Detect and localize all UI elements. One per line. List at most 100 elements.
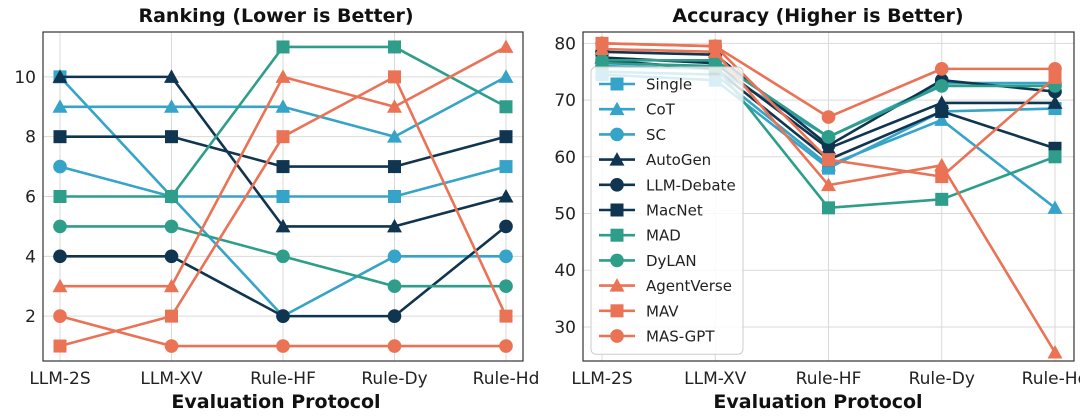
ranking-x-tick-label: Rule-Dy	[361, 369, 427, 389]
ranking-point-mad	[499, 100, 513, 114]
ranking-point-llm-debate	[164, 249, 179, 264]
ranking-point-sc	[499, 249, 513, 264]
ranking-point-agentverse	[52, 278, 68, 293]
ranking-point-single	[388, 190, 401, 203]
accuracy-point-dylan	[934, 79, 949, 93]
ranking-x-tick-label: LLM-XV	[140, 369, 203, 389]
ranking-point-mav	[53, 339, 67, 353]
legend-marker	[610, 329, 624, 343]
ranking-series-autogen	[52, 69, 514, 233]
accuracy-point-dylan	[595, 53, 609, 68]
accuracy-y-tick-label: 30	[554, 318, 576, 338]
ranking-point-autogen	[52, 69, 68, 83]
ranking-series-dylan	[53, 219, 513, 294]
legend-label: MAD	[646, 227, 681, 245]
accuracy-point-cot	[934, 112, 950, 126]
ranking-point-macnet	[53, 130, 67, 144]
ranking-y-tick-label: 6	[25, 188, 36, 208]
legend-label: DyLAN	[646, 252, 697, 270]
accuracy-point-agentverse	[821, 177, 836, 192]
ranking-point-cot	[164, 99, 179, 113]
ranking-chart: 2 4 6 8 10 LLM-2S LLM-XV Rule-HF Rule-Dy Rule-Hd R…	[14, 5, 539, 413]
ranking-point-macnet	[165, 130, 178, 144]
ranking-point-sc	[387, 249, 402, 264]
accuracy-point-mas-gpt	[1048, 62, 1062, 76]
ranking-point-llm-debate	[53, 249, 67, 264]
ranking-point-autogen	[164, 69, 179, 83]
ranking-point-cot	[52, 99, 68, 113]
ranking-point-single	[276, 190, 290, 203]
ranking-point-dylan	[53, 219, 67, 234]
accuracy-point-mad	[935, 192, 949, 206]
accuracy-x-tick-label: Rule-HF	[796, 369, 862, 389]
legend-marker	[609, 101, 625, 116]
accuracy-plot-frame	[582, 31, 1075, 362]
ranking-point-dylan	[499, 279, 513, 294]
accuracy-point-agentverse	[1047, 345, 1063, 359]
ranking-point-agentverse	[275, 69, 291, 83]
accuracy-point-mad	[822, 201, 835, 215]
ranking-series-cot	[52, 69, 514, 143]
accuracy-x-tick-label: Rule-Hd	[1022, 369, 1080, 389]
ranking-point-dylan	[387, 279, 402, 294]
accuracy-y-tick-label: 40	[554, 261, 576, 281]
legend-item-sc: SC	[599, 126, 666, 144]
legend-label: MAV	[646, 302, 679, 320]
accuracy-x-axis-label: Evaluation Protocol	[713, 391, 922, 413]
accuracy-point-mad	[1048, 150, 1062, 164]
ranking-y-tick-label: 10	[14, 68, 36, 88]
legend-label: MAS-GPT	[646, 328, 715, 346]
ranking-point-macnet	[276, 160, 290, 174]
ranking-point-macnet	[499, 130, 513, 144]
accuracy-chart: 30 40 50 60 70 80 LLM-2S LLM-XV Rule-HF Rule-Dy Ru…	[554, 5, 1080, 413]
ranking-series-mav	[53, 70, 513, 353]
ranking-point-mas-gpt	[53, 309, 67, 323]
ranking-point-macnet	[388, 160, 401, 174]
ranking-point-mav	[499, 309, 513, 323]
legend-marker	[610, 203, 624, 217]
accuracy-y-tick-label: 50	[554, 205, 576, 225]
legend-label: LLM-Debate	[646, 176, 736, 194]
ranking-point-sc	[53, 159, 67, 174]
ranking-point-mad	[53, 190, 67, 203]
ranking-point-mav	[388, 70, 401, 84]
legend-item-llm-debate: LLM-Debate	[599, 176, 736, 194]
legend-item-mas-gpt: MAS-GPT	[599, 328, 715, 346]
ranking-point-dylan	[276, 249, 290, 264]
accuracy-point-mas-gpt	[595, 36, 609, 51]
legend-label: Single	[646, 76, 692, 94]
legend-marker	[610, 253, 624, 268]
accuracy-point-cot	[1047, 200, 1063, 214]
legend-marker	[610, 228, 624, 242]
ranking-point-autogen	[275, 218, 291, 233]
legend-marker	[609, 152, 625, 166]
legend-marker	[609, 278, 625, 292]
ranking-point-mas-gpt	[164, 339, 179, 353]
ranking-point-agentverse	[498, 39, 514, 53]
accuracy-x-tick-label: LLM-XV	[684, 369, 747, 389]
ranking-plot-frame	[42, 31, 524, 362]
legend-box	[590, 66, 744, 355]
accuracy-y-tick-label: 80	[554, 34, 576, 54]
legend-marker	[610, 304, 624, 318]
ranking-point-agentverse	[164, 278, 179, 293]
legend-item-dylan: DyLAN	[599, 252, 697, 270]
ranking-point-mav	[165, 309, 178, 323]
accuracy-y-tick-label: 70	[554, 91, 576, 111]
ranking-point-agentverse	[387, 99, 402, 113]
ranking-point-mad	[165, 190, 178, 203]
legend-item-autogen: AutoGen	[599, 151, 711, 169]
legend: Single CoT SC AutoGen LLM-Debate MacNet MAD DyL…	[590, 66, 744, 355]
ranking-point-dylan	[164, 219, 179, 234]
ranking-chart-title: Ranking (Lower is Better)	[138, 5, 413, 27]
ranking-point-mad	[388, 40, 401, 54]
accuracy-point-mas-gpt	[934, 62, 949, 76]
accuracy-point-macnet	[935, 104, 949, 118]
legend-item-mav: MAV	[599, 302, 679, 320]
legend-label: AgentVerse	[646, 277, 732, 295]
ranking-x-tick-label: Rule-HF	[250, 369, 316, 389]
ranking-y-tick-label: 8	[25, 128, 36, 148]
ranking-point-cot	[498, 69, 514, 83]
accuracy-point-mav	[822, 153, 835, 167]
